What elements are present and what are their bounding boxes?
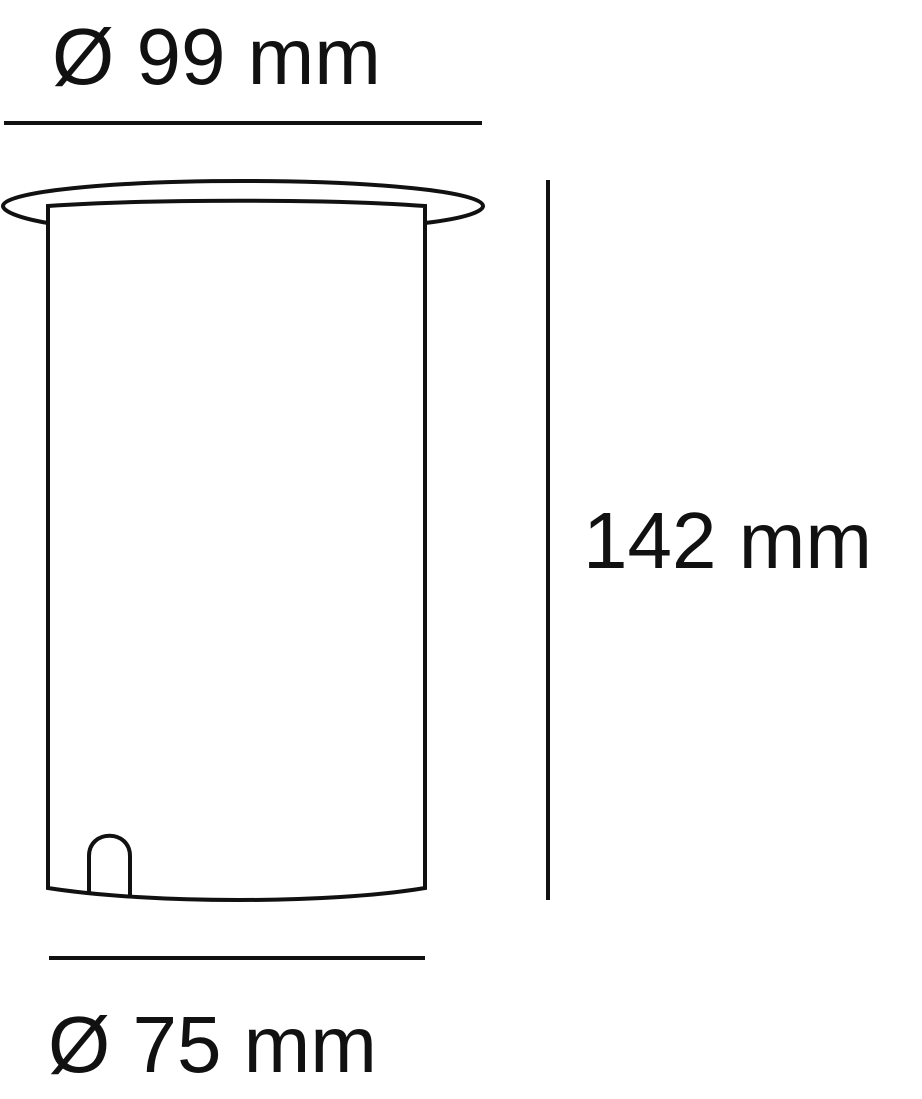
cable-slot xyxy=(87,833,132,897)
top-diameter-label: Ø 99 mm xyxy=(52,12,381,101)
flange-ring xyxy=(0,178,486,225)
cylinder-body xyxy=(46,198,427,902)
bottom-diameter-label: Ø 75 mm xyxy=(48,1000,377,1089)
height-label: 142 mm xyxy=(583,496,872,585)
